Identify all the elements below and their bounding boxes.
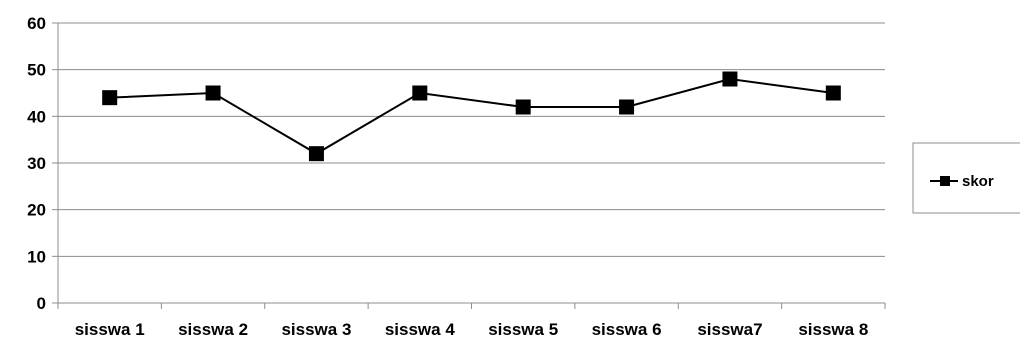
- y-tick-label: 50: [27, 61, 46, 80]
- x-category-label: sisswa 5: [488, 320, 558, 339]
- y-tick-label: 10: [27, 247, 46, 266]
- y-tick-label: 60: [27, 14, 46, 33]
- x-category-label: sisswa7: [697, 320, 762, 339]
- data-point-skor-4: [412, 85, 428, 101]
- legend: skor: [912, 142, 1020, 214]
- series-line-skor: [109, 77, 834, 155]
- y-tick-label: 0: [37, 294, 46, 313]
- y-tick-label: 40: [27, 107, 46, 126]
- x-axis-category-labels: sisswa 1 sisswa 2 sisswa 3 sisswa 4 sisswa 5…: [75, 320, 869, 339]
- x-category-label: sisswa 6: [592, 320, 662, 339]
- legend-box: [912, 142, 1020, 214]
- legend-square-marker: [940, 176, 950, 186]
- x-category-label: sisswa 3: [281, 320, 351, 339]
- data-point-skor-3: [308, 146, 324, 162]
- data-point-skor-6: [619, 99, 635, 115]
- data-point-skor-7: [722, 71, 738, 87]
- x-category-label: sisswa 4: [385, 320, 455, 339]
- data-point-skor-2: [205, 85, 221, 101]
- y-axis-tick-labels: 0 10 20 30 40 50 60: [27, 14, 46, 313]
- y-tick-label: 30: [27, 154, 46, 173]
- legend-label-skor: skor: [962, 173, 994, 190]
- x-category-label: sisswa 2: [178, 320, 248, 339]
- data-point-skor-1: [102, 90, 118, 106]
- x-category-label: sisswa 8: [798, 320, 868, 339]
- series-skor: [102, 71, 841, 162]
- x-axis: [57, 23, 886, 309]
- x-category-label: sisswa 1: [75, 320, 145, 339]
- data-point-skor-8: [825, 85, 841, 101]
- gridlines: [52, 22, 885, 304]
- data-point-skor-5: [515, 99, 531, 115]
- y-tick-label: 20: [27, 201, 46, 220]
